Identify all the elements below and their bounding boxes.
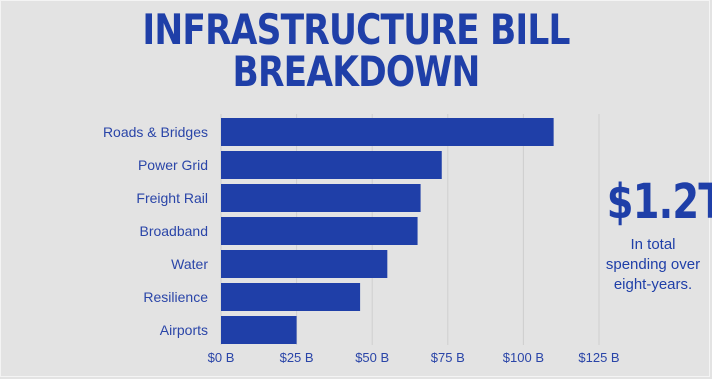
- total-caption: In total spending over eight-years.: [605, 236, 701, 293]
- chart-title-line-2: BREAKDOWN: [232, 47, 481, 96]
- x-tick-label: $0 B: [208, 350, 235, 365]
- bar-roads-and-bridges: [221, 118, 554, 146]
- x-tick-label: $125 B: [578, 350, 619, 365]
- category-label-water: Water: [171, 256, 208, 272]
- x-tick-label: $50 B: [355, 350, 389, 365]
- category-label-broadband: Broadband: [139, 223, 208, 239]
- bar-broadband: [221, 217, 418, 245]
- category-label-freight-rail: Freight Rail: [136, 190, 208, 206]
- bar-airports: [221, 316, 297, 344]
- total-amount: $1.2T: [606, 174, 712, 230]
- bar-power-grid: [221, 151, 442, 179]
- category-label-power-grid: Power Grid: [138, 157, 208, 173]
- bar-resilience: [221, 283, 361, 311]
- x-tick-label: $25 B: [280, 350, 314, 365]
- bar-water: [221, 250, 388, 278]
- category-label-airports: Airports: [160, 322, 208, 338]
- x-tick-label: $100 B: [503, 350, 544, 365]
- category-label-resilience: Resilience: [143, 289, 208, 305]
- chart-title-line-1: INFRASTRUCTURE BILL: [142, 5, 570, 54]
- bar-freight-rail: [221, 184, 421, 212]
- x-tick-label: $75 B: [431, 350, 465, 365]
- category-label-roads-and-bridges: Roads & Bridges: [103, 124, 208, 140]
